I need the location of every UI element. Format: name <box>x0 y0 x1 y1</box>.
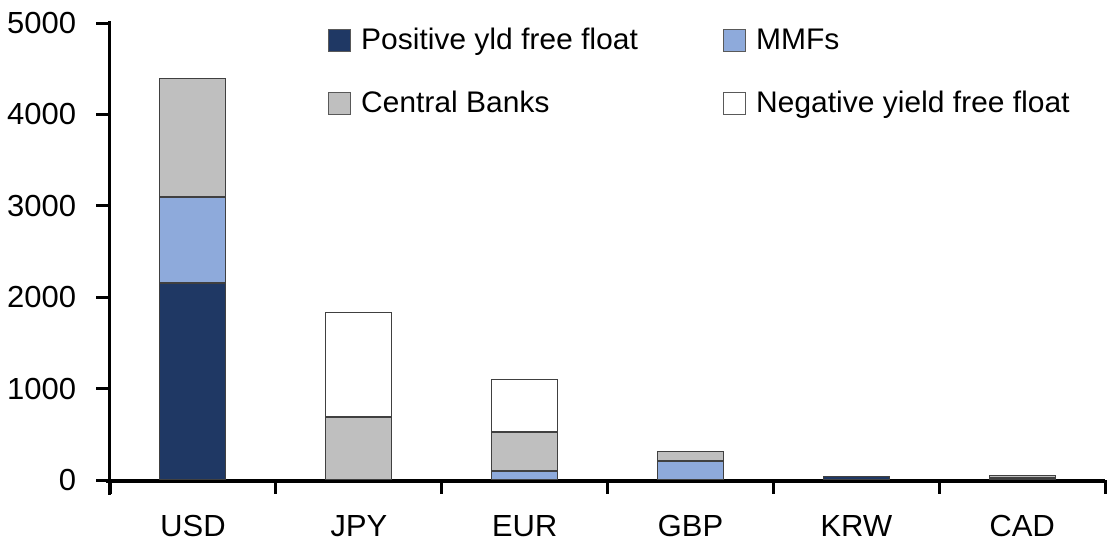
legend-label: Central Banks <box>361 86 550 119</box>
y-axis-tick-label: 2000 <box>7 279 76 315</box>
bar-segment-positive-yld-free-float-krw <box>822 476 890 480</box>
y-axis-tick-label: 0 <box>58 462 76 497</box>
y-axis-tick-label: 1000 <box>7 370 76 406</box>
bar-segment-positive-yld-free-float-usd <box>159 283 227 480</box>
x-axis-category-label-jpy: JPY <box>330 508 388 543</box>
legend-swatch-icon <box>723 28 746 52</box>
bar-segment-mmfs-eur <box>491 470 559 480</box>
y-axis-tick-label: 3000 <box>7 187 76 223</box>
legend-item-mmfs: MMFs <box>723 24 839 56</box>
bar-segment-central-banks-eur <box>491 431 559 471</box>
x-axis-tick <box>440 480 444 494</box>
legend-label: Negative yield free float <box>756 86 1070 119</box>
bar-segment-central-banks-usd <box>159 77 227 197</box>
y-axis-tick-label: 5000 <box>7 5 76 40</box>
bar-segment-central-banks-jpy <box>325 416 393 480</box>
x-axis-tick <box>108 480 112 494</box>
y-axis-tick <box>96 21 110 25</box>
x-axis-tick <box>606 480 609 494</box>
bar-segment-mmfs-usd <box>159 196 227 284</box>
legend-label: MMFs <box>756 23 840 56</box>
y-axis-tick <box>96 204 110 208</box>
y-axis-tick <box>96 387 110 391</box>
legend-item-positive-yld-free-float: Positive yld free float <box>328 24 638 56</box>
legend-swatch-icon <box>723 91 746 115</box>
y-axis-tick-label: 4000 <box>7 96 76 132</box>
x-axis-tick <box>274 480 278 494</box>
legend-label: Positive yld free float <box>361 23 638 56</box>
x-axis-category-label-eur: EUR <box>491 508 558 543</box>
bar-segment-negative-yield-free-float-jpy <box>325 311 393 417</box>
x-axis-category-label-gbp: GBP <box>657 508 724 543</box>
legend-swatch-icon <box>328 91 351 115</box>
x-axis-category-label-krw: KRW <box>820 508 893 543</box>
y-axis-line <box>107 21 111 495</box>
x-axis-tick <box>771 480 775 494</box>
legend-item-negative-yield-free-float: Negative yield free float <box>723 87 1070 119</box>
x-axis-tick <box>937 480 941 494</box>
bar-segment-central-banks-cad <box>988 474 1056 478</box>
x-axis-line <box>106 478 1105 483</box>
x-axis-category-label-cad: CAD <box>989 508 1055 543</box>
legend-item-central-banks: Central Banks <box>328 87 549 119</box>
bar-segment-negative-yield-free-float-eur <box>491 379 559 432</box>
x-axis-tick <box>1103 480 1107 494</box>
y-axis-tick <box>96 112 110 116</box>
bar-segment-central-banks-gbp <box>656 450 724 461</box>
bar-segment-mmfs-gbp <box>656 460 724 480</box>
x-axis-category-label-usd: USD <box>160 508 226 543</box>
y-axis-tick <box>96 478 110 482</box>
legend-swatch-icon <box>328 28 351 52</box>
y-axis-tick <box>96 295 110 299</box>
bar-segment-positive-yld-free-float-cad <box>988 477 1056 480</box>
